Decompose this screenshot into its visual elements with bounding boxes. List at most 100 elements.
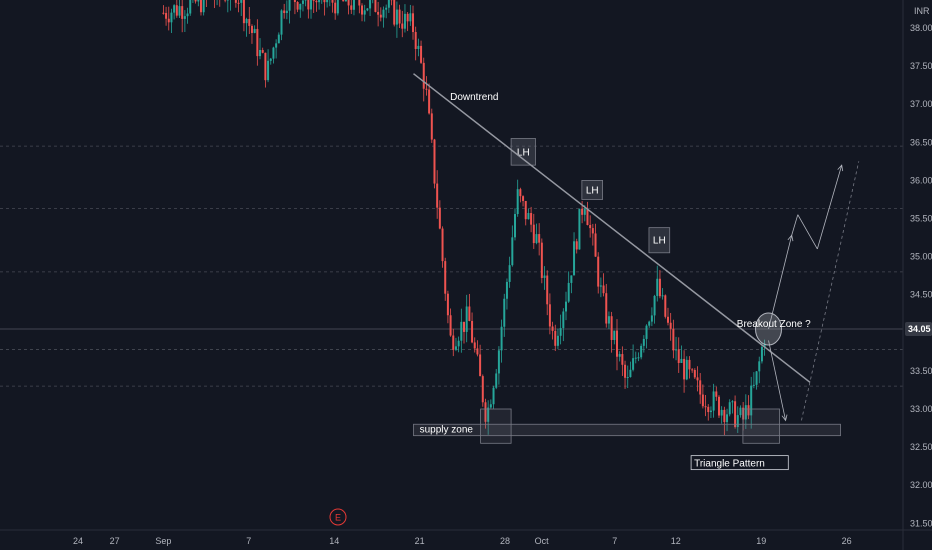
projection-layer: Downtrend Breakout Zone ? supply zone Trian… <box>420 92 860 471</box>
candle-body <box>199 0 202 13</box>
candle-body <box>522 196 525 201</box>
candle-body <box>624 364 627 378</box>
candle-body <box>755 371 758 385</box>
projection-path <box>816 165 843 250</box>
projection-arrowhead <box>787 234 794 242</box>
breakout-zone-label: Breakout Zone ? <box>737 319 811 330</box>
candle-body <box>626 377 629 379</box>
candle-body <box>691 369 694 371</box>
candle-body <box>763 343 766 347</box>
price-tick-label: 35.50 <box>910 214 932 224</box>
candle-body <box>224 0 227 1</box>
candle-body <box>487 407 490 422</box>
candle-body <box>197 0 200 2</box>
candle-body <box>760 346 763 362</box>
candle-body <box>312 0 315 1</box>
candle-body <box>336 0 339 14</box>
candle-body <box>540 242 543 278</box>
candle-body <box>728 402 731 415</box>
projection-arrowhead <box>837 164 844 172</box>
candle-body <box>256 28 259 57</box>
candle-body <box>680 358 683 363</box>
candle-body <box>629 369 632 378</box>
candle-body <box>183 16 186 19</box>
candle-body <box>594 233 597 257</box>
candle-body <box>677 349 680 363</box>
candle-body <box>293 0 296 3</box>
time-axis[interactable]: 24 27 Sep 7 14 21 28 Oct 7 12 19 26 <box>0 529 932 546</box>
dashed-projection <box>801 161 860 421</box>
candle-body <box>331 0 334 3</box>
candle-body <box>377 11 380 15</box>
candle-body <box>441 228 444 262</box>
candle-body <box>532 224 535 244</box>
candle-body <box>304 0 307 1</box>
lh-label: LH <box>517 147 530 158</box>
candle-body <box>417 45 420 50</box>
candle-body <box>675 349 678 351</box>
candle-body <box>248 18 251 26</box>
candle-body <box>565 301 567 312</box>
candle-body <box>519 189 522 197</box>
price-tick-label: 36.00 <box>910 175 932 185</box>
candle-body <box>704 406 707 408</box>
candle-body <box>562 311 565 329</box>
candle-body <box>747 405 750 416</box>
candle-body <box>242 0 245 24</box>
candle-body <box>683 358 686 380</box>
price-tick-label: 35.00 <box>910 252 932 262</box>
candle-body <box>511 237 514 266</box>
candle-body <box>701 394 704 407</box>
candle-body <box>591 228 594 234</box>
time-tick-label: Sep <box>155 536 171 546</box>
bear-arrowhead <box>781 414 788 422</box>
candle-body <box>471 320 474 343</box>
candle-body <box>597 256 600 287</box>
candle-body <box>409 13 412 22</box>
candle-body <box>301 0 304 4</box>
lh-label: LH <box>586 185 599 196</box>
candle-body <box>299 3 302 10</box>
price-tick-label: 31.50 <box>910 518 932 528</box>
candle-body <box>699 380 702 395</box>
candle-body <box>575 241 578 250</box>
candle-body <box>492 387 495 405</box>
price-tick-label: 33.50 <box>910 366 932 376</box>
candle-body <box>634 357 637 359</box>
zone-layer: LH LH LH <box>413 138 841 444</box>
candle-body <box>275 43 278 48</box>
candle-body <box>696 377 699 381</box>
candle-body <box>310 0 313 10</box>
candle-body <box>452 335 455 350</box>
candle-body <box>347 0 350 6</box>
candle-body <box>379 14 382 18</box>
candle-body <box>280 10 283 35</box>
time-tick-label: 27 <box>110 536 120 546</box>
candle-body <box>194 0 197 2</box>
candle-body <box>473 342 476 349</box>
candle-body <box>508 265 511 282</box>
current-price-label: 34.05 <box>908 324 931 334</box>
candle-body <box>621 354 624 365</box>
triangle-pattern-label: Triangle Pattern <box>694 459 765 470</box>
time-tick-label: Oct <box>535 536 550 546</box>
price-axis[interactable]: 31.5032.0032.5033.0033.5034.0034.5035.00… <box>902 0 932 550</box>
candle-body <box>283 10 286 14</box>
candle-body <box>610 316 613 341</box>
candle-body <box>618 354 621 357</box>
candle-body <box>551 326 554 331</box>
candle-body <box>436 183 439 208</box>
candle-body <box>497 350 500 374</box>
candle-body <box>744 405 747 420</box>
projection-path <box>797 214 818 250</box>
candle-body <box>715 391 718 397</box>
candle-body <box>181 6 184 19</box>
candle-body <box>672 328 675 351</box>
candle-body <box>685 359 688 380</box>
candle-body <box>479 354 482 377</box>
earnings-marker[interactable]: E <box>329 508 347 526</box>
breakout-circle <box>755 312 783 346</box>
candle-body <box>731 401 734 403</box>
candle-body <box>688 359 691 370</box>
